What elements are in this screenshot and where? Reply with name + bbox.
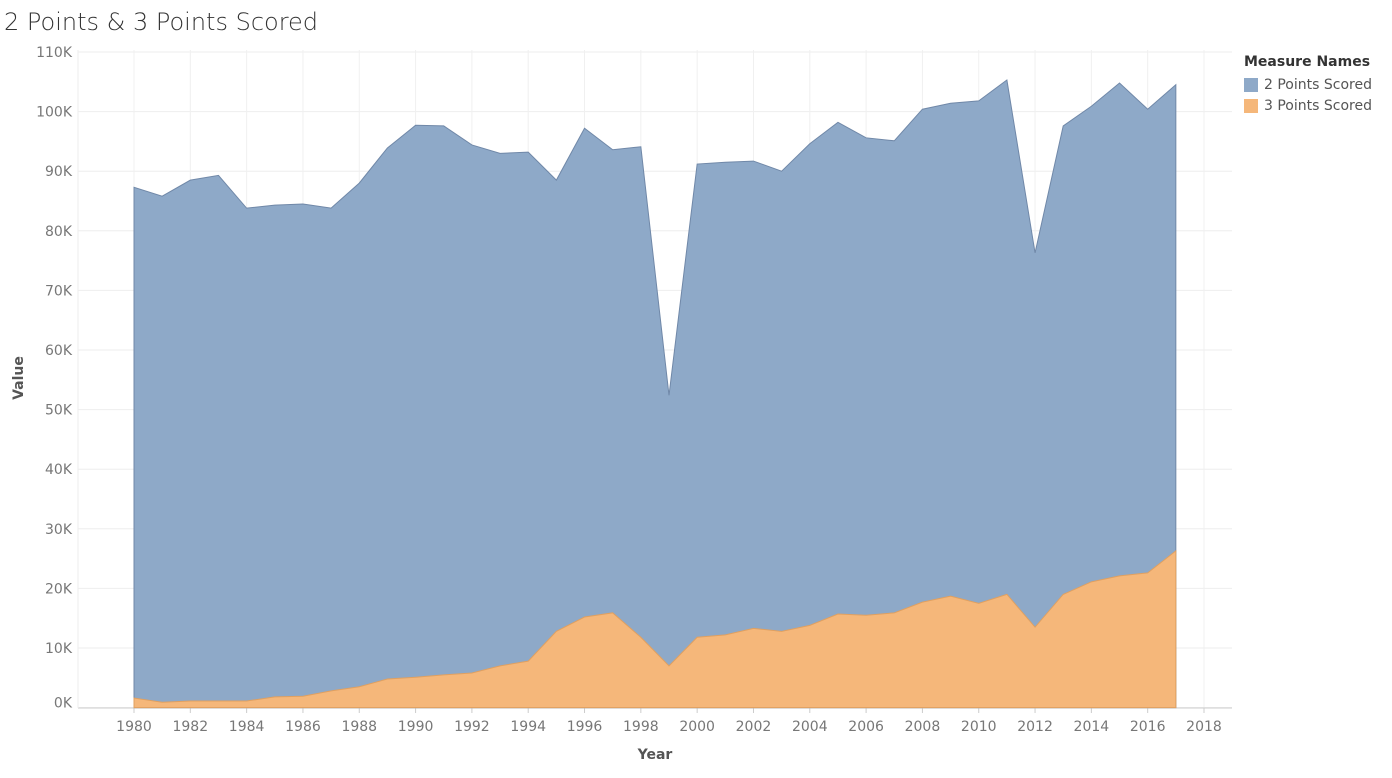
y-axis-title: Value [11, 356, 27, 400]
y-tick-label: 20K [45, 581, 73, 597]
legend-label: 2 Points Scored [1264, 76, 1372, 93]
x-tick-label: 2006 [848, 719, 884, 735]
x-tick-label: 2004 [792, 719, 828, 735]
chart-title: 2 Points & 3 Points Scored [4, 8, 319, 36]
y-tick-label: 0K [54, 696, 73, 712]
x-tick-label: 2008 [905, 719, 941, 735]
x-tick-label: 1986 [285, 719, 321, 735]
x-tick-label: 2016 [1130, 719, 1166, 735]
legend: Measure Names 2 Points Scored 3 Points S… [1244, 54, 1372, 116]
legend-item-3pt[interactable]: 3 Points Scored [1244, 95, 1372, 116]
y-tick-label: 30K [45, 522, 73, 538]
x-tick-label: 1990 [398, 719, 434, 735]
legend-title: Measure Names [1244, 54, 1371, 70]
legend-item-2pt[interactable]: 2 Points Scored [1244, 74, 1372, 95]
legend-swatch [1244, 98, 1258, 113]
y-tick-label: 40K [45, 462, 73, 478]
x-tick-label: 2014 [1074, 719, 1110, 735]
x-tick-label: 2002 [736, 719, 772, 735]
x-tick-label: 2012 [1017, 719, 1053, 735]
x-axis-title: Year [637, 747, 673, 763]
y-tick-label: 80K [45, 224, 73, 240]
y-tick-label: 10K [45, 641, 73, 657]
x-tick-label: 1984 [229, 719, 265, 735]
x-tick-label: 1998 [623, 719, 659, 735]
x-tick-label: 1980 [116, 719, 152, 735]
y-tick-label: 60K [45, 343, 73, 359]
x-tick-label: 1996 [567, 719, 603, 735]
y-tick-label: 70K [45, 283, 73, 299]
x-tick-label: 2000 [679, 719, 715, 735]
x-tick-label: 1994 [510, 719, 546, 735]
y-tick-label: 100K [36, 105, 73, 121]
y-tick-label: 90K [45, 164, 73, 180]
x-tick-label: 1982 [172, 719, 208, 735]
x-tick-label: 2010 [961, 719, 997, 735]
legend-label: 3 Points Scored [1264, 97, 1372, 114]
area-3-points[interactable] [133, 549, 1177, 709]
x-tick-label: 1988 [341, 719, 377, 735]
y-tick-label: 110K [36, 45, 73, 61]
x-tick-label: 1992 [454, 719, 490, 735]
legend-swatch [1244, 77, 1258, 92]
area-2-points[interactable] [133, 79, 1177, 709]
x-tick-label: 2018 [1186, 719, 1222, 735]
y-tick-label: 50K [45, 403, 73, 419]
